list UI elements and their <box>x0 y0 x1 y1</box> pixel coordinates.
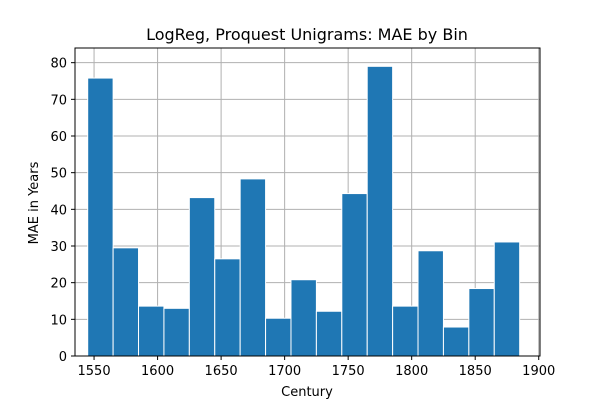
bar-10 <box>341 193 368 357</box>
x-tick-label: 1600 <box>141 364 174 379</box>
y-tick-label: 40 <box>50 203 67 218</box>
y-tick-label: 50 <box>50 167 67 182</box>
bar-8 <box>290 279 317 357</box>
x-tick-label: 1650 <box>205 364 238 379</box>
bar-14 <box>442 326 470 357</box>
chart-title: LogReg, Proquest Unigrams: MAE by Bin <box>146 25 468 44</box>
y-tick-label: 30 <box>50 240 67 255</box>
y-tick-label: 20 <box>50 277 67 292</box>
bar-4 <box>188 197 216 357</box>
bar-16 <box>493 241 521 357</box>
y-tick-label: 80 <box>50 57 67 72</box>
bar-13 <box>417 250 444 357</box>
x-tick-label: 1850 <box>459 364 492 379</box>
bar-3 <box>163 307 190 357</box>
bar-7 <box>265 317 292 357</box>
y-tick-label: 0 <box>59 350 67 365</box>
y-tick-label: 70 <box>50 93 67 108</box>
bar-15 <box>468 288 495 357</box>
y-tick-label: 10 <box>50 313 67 328</box>
plot-frame <box>74 47 541 357</box>
x-tick-label: 1900 <box>522 364 555 379</box>
x-tick-label: 1750 <box>332 364 365 379</box>
x-tick-label: 1700 <box>268 364 301 379</box>
bar-2 <box>138 305 165 357</box>
x-axis-ticks: 1550 1600 1650 1700 1750 1800 1850 1900 <box>78 356 555 379</box>
y-axis-ticks: 0 10 20 30 40 50 60 70 80 <box>50 57 75 365</box>
y-tick-label: 60 <box>50 130 67 145</box>
bar-1 <box>112 247 140 357</box>
bar-9 <box>315 310 343 357</box>
bar-11 <box>366 65 394 357</box>
bar-0 <box>87 77 114 357</box>
bar-12 <box>392 305 419 357</box>
bars <box>87 65 521 357</box>
x-tick-label: 1550 <box>78 364 111 379</box>
x-tick-label: 1800 <box>395 364 428 379</box>
x-axis-title: Century <box>281 385 333 400</box>
bar-6 <box>239 178 267 357</box>
bar-5 <box>214 258 241 357</box>
grid-lines <box>75 48 540 357</box>
y-axis-title: MAE in Years <box>27 161 42 244</box>
